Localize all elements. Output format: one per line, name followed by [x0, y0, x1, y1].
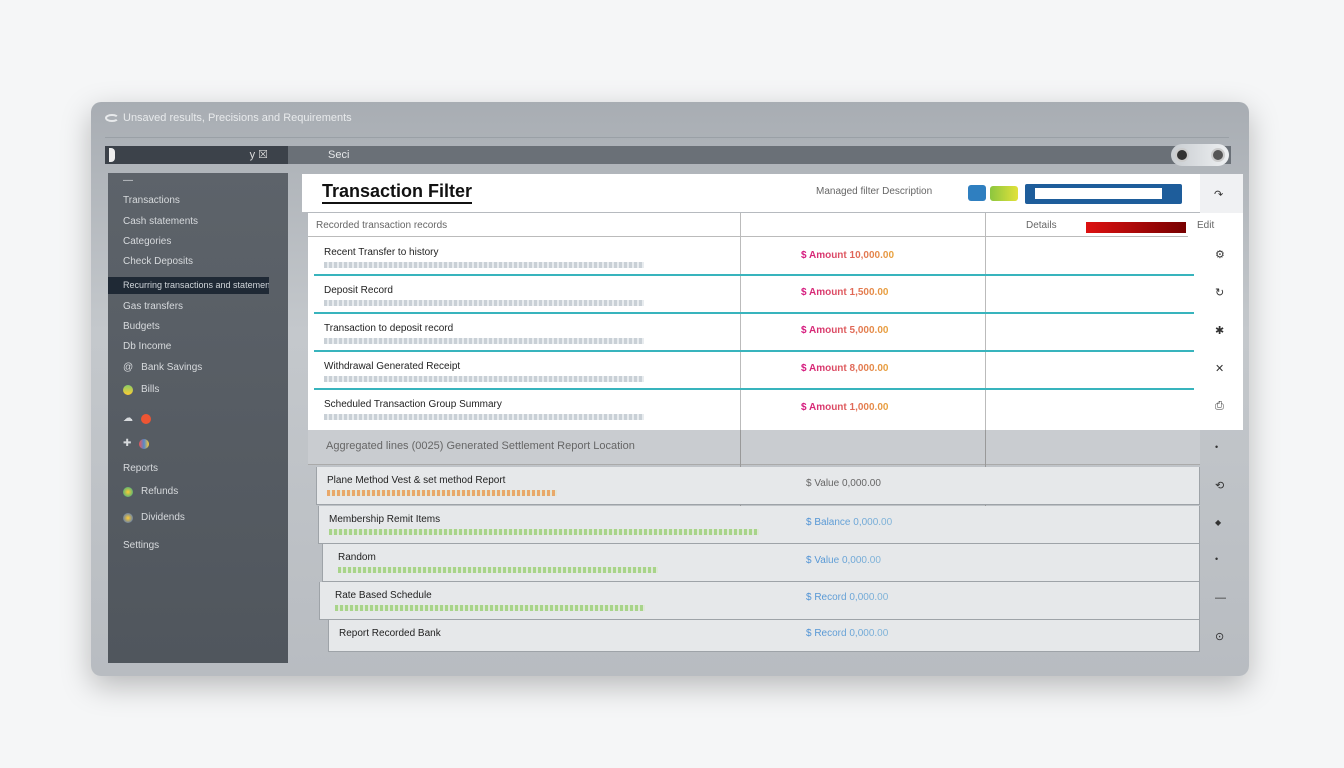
group-row[interactable]: Rate Based Schedule	[319, 582, 1200, 620]
row-amount: $ Amount 1,500.00	[801, 287, 889, 298]
app-window: Unsaved results, Precisions and Requirem…	[91, 102, 1249, 676]
divider	[105, 137, 1229, 138]
page-title: Transaction Filter	[322, 181, 473, 204]
toolbar-left: y ☒	[105, 146, 288, 164]
sidebar-item[interactable]: ✚	[123, 438, 150, 449]
upload-icon: ✚	[123, 438, 132, 449]
row-action-icon[interactable]: •	[1215, 442, 1219, 452]
toolbar-icons[interactable]: y ☒	[249, 149, 268, 161]
row-action-icon[interactable]: —	[1215, 592, 1226, 604]
sidebar-item[interactable]: ☁	[123, 413, 151, 424]
sidebar: — Transactions Cash statements Categorie…	[108, 173, 288, 663]
row-action-icon[interactable]: ⟲	[1215, 480, 1225, 492]
title-bar: Unsaved results, Precisions and Requirem…	[105, 112, 352, 124]
sidebar-item[interactable]: Budgets	[123, 321, 160, 332]
row-amount: $ Amount 1,000.00	[801, 402, 889, 413]
user-icon[interactable]	[1211, 148, 1225, 162]
row-amount: $ Record 0,000.00	[806, 592, 889, 603]
table-header: Recorded transaction records Details Edi…	[308, 213, 1214, 237]
bills-icon	[123, 384, 133, 395]
amount-bar	[1086, 222, 1186, 233]
sidebar-item[interactable]: Check Deposits	[123, 256, 194, 267]
group-row[interactable]: Report Recorded Bank	[328, 620, 1200, 652]
group-row[interactable]: Plane Method Vest & set method Report	[316, 467, 1200, 505]
row-action-icon[interactable]: ◆	[1215, 518, 1222, 527]
window-title: Unsaved results, Precisions and Requirem…	[123, 112, 352, 124]
filter-description: Managed filter Description	[816, 186, 933, 197]
sidebar-item[interactable]: Db Income	[123, 341, 172, 352]
sidebar-item[interactable]: Refunds	[123, 486, 178, 497]
column-divider	[985, 213, 986, 430]
grouped-transactions: Aggregated lines (0025) Generated Settle…	[308, 430, 1200, 652]
row-action-icon[interactable]: ⊙	[1215, 631, 1225, 643]
transactions-table: Recorded transaction records Details Edi…	[308, 213, 1243, 430]
red-dot-icon	[141, 413, 151, 424]
row-amount: $ Value 0,000.00	[806, 478, 881, 489]
search-field[interactable]	[1035, 188, 1162, 199]
row-amount: $ Balance 0,000.00	[806, 517, 893, 528]
filter-search-button[interactable]	[1025, 184, 1182, 204]
app-logo-icon	[105, 114, 119, 122]
group-row[interactable]: Membership Remit Items	[318, 506, 1200, 544]
row-amount: $ Record 0,000.00	[806, 628, 889, 639]
cloud-icon: ☁	[123, 413, 133, 424]
table-row[interactable]: Scheduled Transaction Group Summary	[314, 390, 1194, 428]
row-action-icon[interactable]: ✱	[1215, 325, 1225, 337]
group-row[interactable]: Random	[322, 544, 1200, 582]
page-header: Transaction Filter Managed filter Descri…	[302, 174, 1200, 212]
sidebar-item[interactable]: @ Bank Savings	[123, 362, 203, 373]
edit-header: Edit	[1197, 220, 1215, 231]
row-amount: $ Amount 10,000.00	[801, 250, 895, 261]
tag-icon[interactable]	[990, 186, 1018, 201]
image-icon[interactable]	[968, 185, 986, 201]
column-divider	[740, 213, 741, 430]
share-icon[interactable]: ↷	[1214, 189, 1224, 201]
toolbar: y ☒ Seci	[105, 146, 1231, 164]
sidebar-item[interactable]: Cash statements	[123, 216, 199, 227]
row-action-icon[interactable]: •	[1215, 554, 1219, 564]
dividends-icon	[123, 512, 133, 523]
sidebar-item[interactable]: Dividends	[123, 512, 185, 523]
menu-icon[interactable]	[109, 148, 115, 162]
group-header[interactable]: Aggregated lines (0025) Generated Settle…	[308, 430, 1200, 465]
color-icon	[139, 438, 150, 449]
table-row[interactable]: Deposit Record	[314, 276, 1194, 314]
sidebar-item[interactable]: Categories	[123, 236, 172, 247]
window-controls	[1171, 144, 1229, 166]
table-row[interactable]: Recent Transfer to history	[314, 238, 1194, 276]
refunds-icon	[123, 486, 133, 497]
table-row[interactable]: Transaction to deposit record	[314, 314, 1194, 352]
link-icon: @	[123, 362, 134, 373]
sidebar-item[interactable]: Bills	[123, 384, 159, 395]
row-action-icon[interactable]: ✕	[1215, 363, 1225, 375]
sidebar-item[interactable]: Gas transfers	[123, 301, 184, 312]
sidebar-section: Reports	[123, 463, 159, 474]
sidebar-item-active[interactable]: Recurring transactions and statements	[108, 277, 269, 294]
row-action-icon[interactable]: ↻	[1215, 287, 1225, 299]
row-amount: $ Amount 8,000.00	[801, 363, 889, 374]
sidebar-collapse[interactable]: —	[123, 175, 133, 186]
search-input[interactable]: Seci	[328, 149, 350, 161]
row-action-icon[interactable]: ⎙	[1215, 400, 1224, 412]
row-amount: $ Value 0,000.00	[806, 555, 881, 566]
column-header: Recorded transaction records	[316, 220, 448, 231]
sidebar-item[interactable]: Settings	[123, 540, 160, 551]
theme-toggle-icon[interactable]	[1175, 148, 1189, 162]
row-action-icon[interactable]: ⚙	[1215, 249, 1225, 261]
sidebar-item[interactable]: Transactions	[123, 195, 180, 206]
table-row[interactable]: Withdrawal Generated Receipt	[314, 352, 1194, 390]
row-amount: $ Amount 5,000.00	[801, 325, 889, 336]
amount-header: Details	[1026, 220, 1057, 231]
